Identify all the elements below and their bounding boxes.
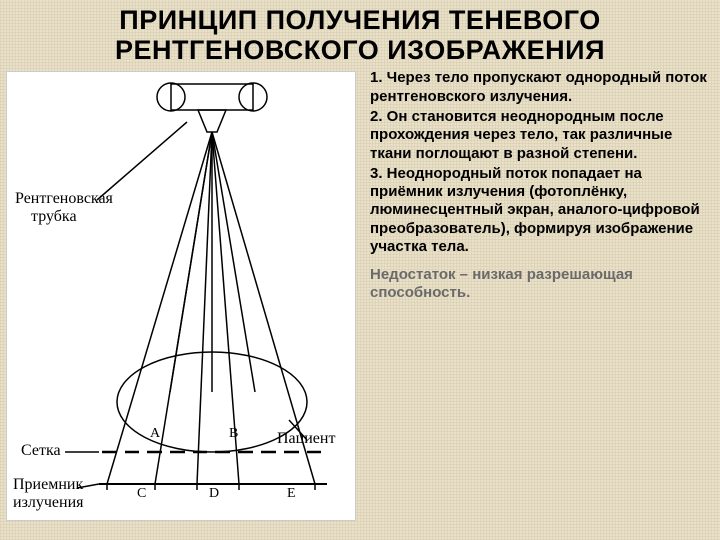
mark-e: E <box>287 486 296 502</box>
label-grid: Сетка <box>21 442 61 460</box>
label-tube-2: трубка <box>31 208 77 226</box>
title-line1: ПРИНЦИП ПОЛУЧЕНИЯ ТЕНЕВОГО <box>10 6 710 36</box>
paragraph-3: 3. Неоднородный поток попадает на приёмн… <box>370 165 708 256</box>
label-receiver-2: излучения <box>13 494 84 512</box>
slide-title: ПРИНЦИП ПОЛУЧЕНИЯ ТЕНЕВОГО РЕНТГЕНОВСКОГ… <box>0 0 720 67</box>
mark-a: A <box>150 426 160 442</box>
paragraph-1: 1. Через тело пропускают однородный пото… <box>370 69 708 106</box>
label-receiver-1: Приемник <box>13 476 83 494</box>
diagram-panel: Рентгеновская трубка Сетка Приемник излу… <box>6 71 356 521</box>
mark-d: D <box>209 486 219 502</box>
label-patient: Пациент <box>277 430 335 448</box>
mark-c: C <box>137 486 146 502</box>
paragraph-2: 2. Он становится неоднородным после прох… <box>370 108 708 163</box>
title-line2: РЕНТГЕНОВСКОГО ИЗОБРАЖЕНИЯ <box>10 36 710 66</box>
text-panel: 1. Через тело пропускают однородный пото… <box>356 67 710 521</box>
mark-b: B <box>229 426 238 442</box>
label-tube-1: Рентгеновская <box>15 190 113 208</box>
footnote: Недостаток – низкая разрешающая способно… <box>370 266 708 302</box>
content-area: Рентгеновская трубка Сетка Приемник излу… <box>0 67 720 521</box>
